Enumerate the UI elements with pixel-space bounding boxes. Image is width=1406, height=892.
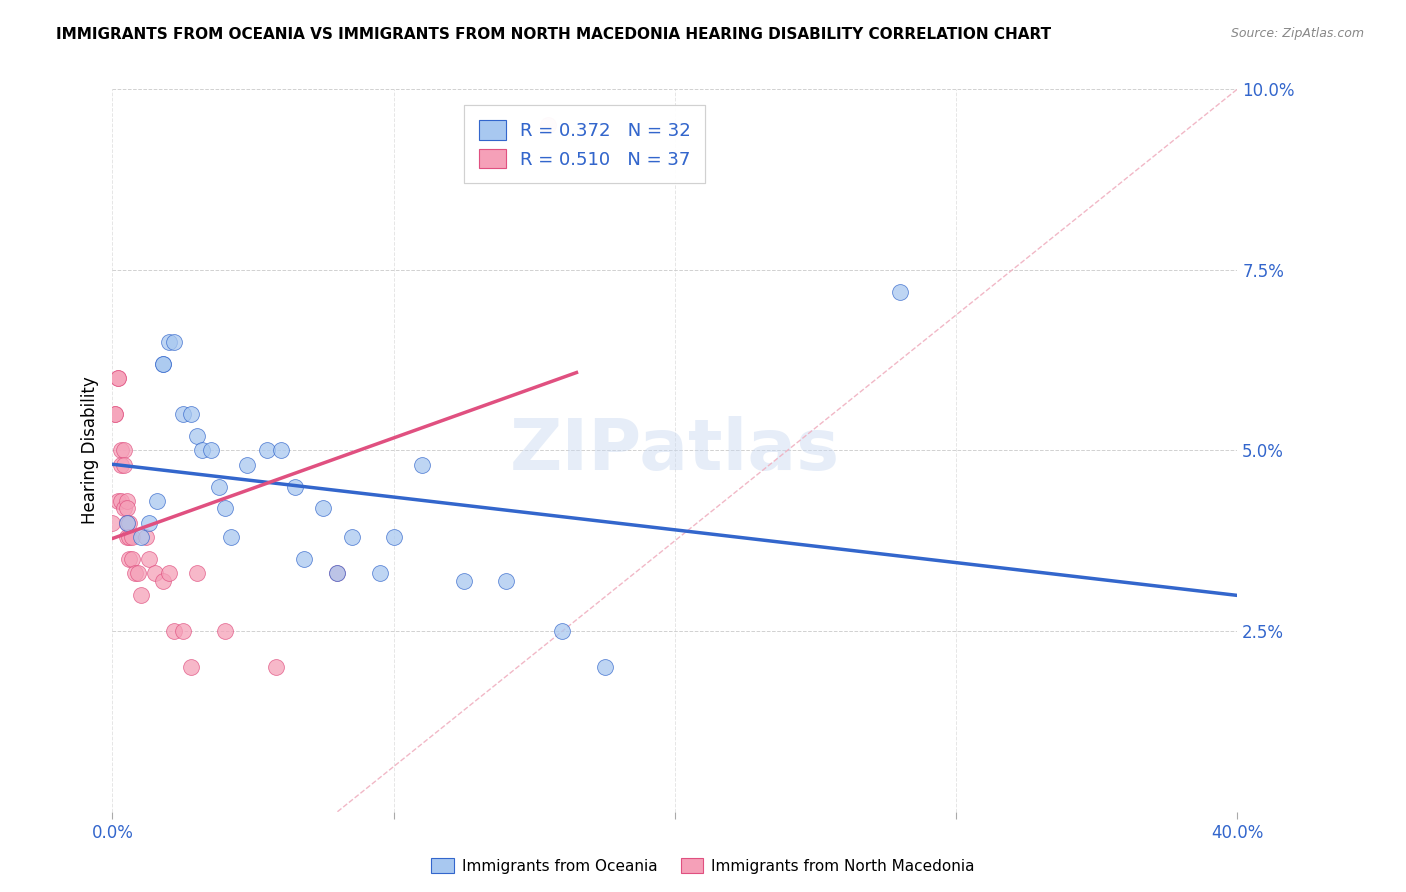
- Point: [101, 516, 124, 530]
- Point: [368, 566, 391, 581]
- Point: [107, 371, 129, 385]
- Point: [129, 530, 152, 544]
- Text: ZIPatlas: ZIPatlas: [510, 416, 839, 485]
- Point: [124, 566, 146, 581]
- Point: [551, 624, 574, 639]
- Point: [152, 357, 174, 371]
- Point: [191, 443, 214, 458]
- Point: [121, 530, 143, 544]
- Point: [104, 407, 127, 422]
- Point: [889, 285, 911, 299]
- Y-axis label: Hearing Disability: Hearing Disability: [80, 376, 98, 524]
- Point: [118, 551, 141, 566]
- Point: [157, 566, 180, 581]
- Text: IMMIGRANTS FROM OCEANIA VS IMMIGRANTS FROM NORTH MACEDONIA HEARING DISABILITY CO: IMMIGRANTS FROM OCEANIA VS IMMIGRANTS FR…: [56, 27, 1052, 42]
- Point: [163, 624, 186, 639]
- Point: [152, 357, 174, 371]
- Point: [127, 566, 149, 581]
- Point: [110, 494, 132, 508]
- Point: [115, 501, 138, 516]
- Point: [138, 551, 160, 566]
- Point: [284, 480, 307, 494]
- Point: [453, 574, 475, 588]
- Point: [146, 494, 169, 508]
- Point: [172, 407, 194, 422]
- Point: [236, 458, 259, 472]
- Point: [112, 501, 135, 516]
- Point: [180, 660, 202, 674]
- Point: [157, 334, 180, 349]
- Point: [537, 118, 560, 132]
- Point: [112, 458, 135, 472]
- Point: [495, 574, 517, 588]
- Point: [107, 371, 129, 385]
- Point: [172, 624, 194, 639]
- Point: [107, 494, 129, 508]
- Point: [163, 334, 186, 349]
- Point: [312, 501, 335, 516]
- Point: [208, 480, 231, 494]
- Point: [115, 494, 138, 508]
- Point: [152, 574, 174, 588]
- Point: [138, 516, 160, 530]
- Point: [326, 566, 349, 581]
- Point: [180, 407, 202, 422]
- Point: [129, 588, 152, 602]
- Point: [200, 443, 222, 458]
- Point: [115, 516, 138, 530]
- Point: [118, 516, 141, 530]
- Point: [115, 516, 138, 530]
- Point: [186, 566, 208, 581]
- Point: [118, 530, 141, 544]
- Point: [214, 501, 236, 516]
- Point: [121, 551, 143, 566]
- Text: Source: ZipAtlas.com: Source: ZipAtlas.com: [1230, 27, 1364, 40]
- Point: [110, 458, 132, 472]
- Point: [219, 530, 242, 544]
- Point: [270, 443, 292, 458]
- Point: [115, 530, 138, 544]
- Legend: R = 0.372   N = 32, R = 0.510   N = 37: R = 0.372 N = 32, R = 0.510 N = 37: [464, 105, 706, 183]
- Point: [214, 624, 236, 639]
- Point: [256, 443, 278, 458]
- Point: [110, 443, 132, 458]
- Point: [112, 443, 135, 458]
- Point: [143, 566, 166, 581]
- Point: [382, 530, 405, 544]
- Point: [135, 530, 157, 544]
- Point: [104, 407, 127, 422]
- Point: [593, 660, 616, 674]
- Point: [340, 530, 363, 544]
- Legend: Immigrants from Oceania, Immigrants from North Macedonia: Immigrants from Oceania, Immigrants from…: [425, 852, 981, 880]
- Point: [411, 458, 433, 472]
- Point: [292, 551, 315, 566]
- Point: [326, 566, 349, 581]
- Point: [186, 429, 208, 443]
- Point: [264, 660, 287, 674]
